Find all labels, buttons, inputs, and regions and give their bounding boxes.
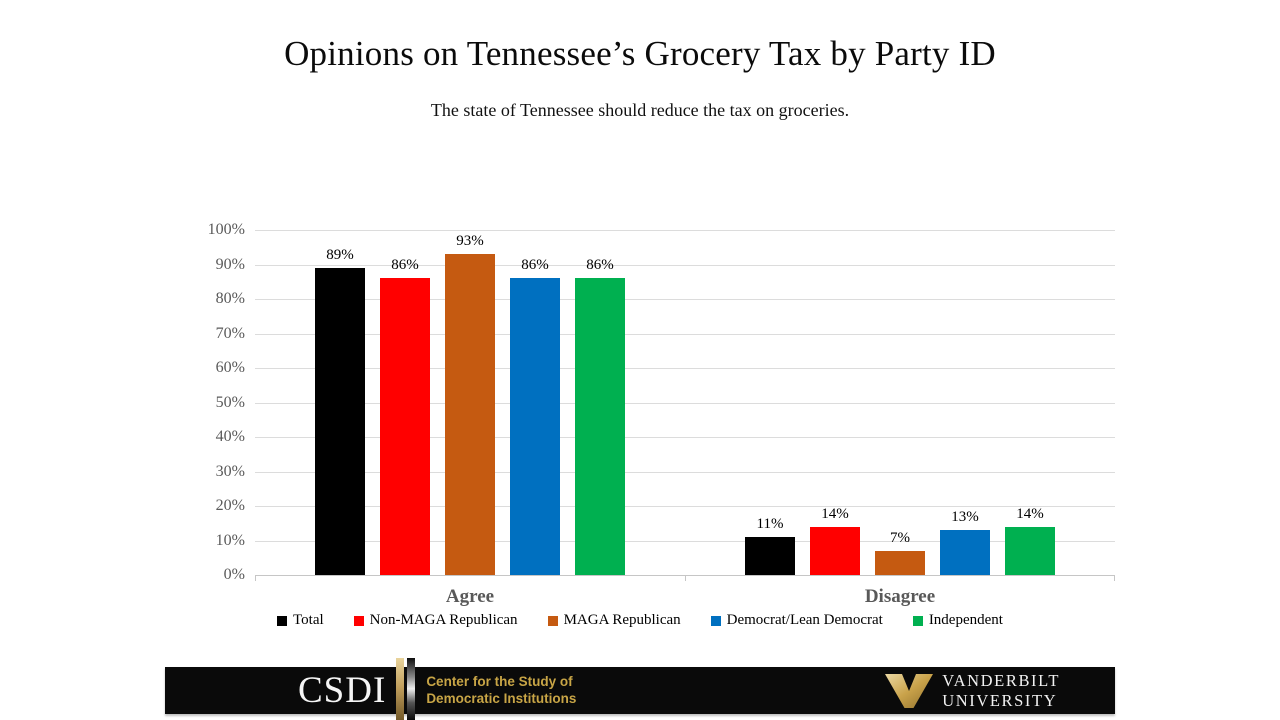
y-axis-label: 40% (215, 428, 245, 445)
bar: 13% (940, 509, 990, 575)
legend-swatch (353, 615, 364, 626)
y-axis-label: 30% (215, 462, 245, 480)
bar: 7% (875, 530, 925, 575)
bar-value-label: 86% (521, 257, 549, 274)
bar: 11% (745, 516, 795, 575)
csdi-separator (396, 658, 418, 720)
gridline (255, 368, 1115, 369)
bar-value-label: 11% (756, 516, 784, 533)
bar-value-label: 14% (1016, 505, 1044, 522)
csdi-logo-text: CSDI (298, 670, 387, 711)
gridline (255, 333, 1115, 335)
bar: 93% (445, 233, 495, 575)
y-axis-label: 10% (215, 531, 245, 549)
y-axis-label: 60% (215, 359, 245, 376)
category-label: Agree (445, 586, 495, 607)
gridline (255, 230, 1115, 231)
vanderbilt-wordmark-line2: UNIVERSITY (942, 690, 1058, 710)
legend-swatch (547, 615, 558, 626)
bar: 86% (380, 257, 430, 575)
csdi-caption-line1: Center for the Study of (426, 674, 573, 690)
legend-label: Independent (928, 612, 1003, 628)
legend-swatch (277, 615, 288, 626)
vanderbilt-v-icon (885, 673, 934, 708)
bar: 86% (510, 257, 560, 575)
csdi-caption-line2: Democratic Institutions (426, 690, 577, 706)
legend-item: Non-MAGA Republican (353, 612, 518, 629)
y-axis-label: 100% (207, 221, 245, 238)
legend-item: MAGA Republican (547, 612, 681, 629)
chart-subtitle: The state of Tennessee should reduce the… (430, 100, 850, 120)
y-axis-label: 50% (215, 393, 245, 411)
bar-group-agree: 89% 86% 93% 86% 86% (315, 233, 625, 575)
legend-item: Independent (912, 612, 1003, 629)
bar-value-label: 89% (326, 246, 354, 263)
y-axis-label: 0% (223, 566, 245, 583)
legend-item: Total (277, 612, 324, 629)
legend-item: Democrat/Lean Democrat (710, 612, 883, 629)
gridline (255, 299, 1115, 300)
axis-tick (685, 575, 686, 581)
y-axis-label: 20% (215, 497, 245, 514)
bar-value-label: 14% (821, 505, 849, 522)
plot-area: 0% 10% 20% 30% 40% 50% 60% 70% 80% 90% 100% 89% 86% 9… (208, 221, 1115, 607)
bar-value-label: 86% (586, 257, 614, 274)
bar: 86% (575, 257, 625, 575)
category-label: Disagree (864, 586, 936, 607)
gridline (255, 402, 1115, 404)
bar-value-label: 93% (456, 233, 484, 250)
legend-swatch (912, 615, 923, 626)
legend-label: MAGA Republican (563, 612, 681, 628)
bar-value-label: 13% (951, 509, 979, 526)
legend-label: Democrat/Lean Democrat (726, 612, 883, 628)
bar: 14% (1005, 506, 1055, 575)
chart-title: Opinions on Tennessee’s Grocery Tax by P… (284, 34, 996, 73)
csdi-gold-bar (396, 658, 405, 720)
csdi-gray-bar (407, 658, 416, 720)
axis-tick (1114, 575, 1115, 581)
csdi-caption: Center for the Study of Democratic Insti… (426, 674, 576, 706)
y-axis-label: 80% (215, 290, 245, 307)
bar: 14% (810, 506, 860, 575)
gridline (255, 540, 1115, 542)
bar-value-label: 86% (391, 257, 419, 274)
legend-swatch (710, 615, 721, 626)
bar-value-label: 7% (890, 529, 910, 546)
y-axis-label: 90% (215, 255, 245, 273)
bar-group-disagree: 11% 14% 7% 13% 14% (745, 506, 1055, 575)
gridline (255, 471, 1115, 473)
gridline (255, 264, 1115, 266)
legend-label: Non-MAGA Republican (369, 612, 518, 628)
gridline (255, 437, 1115, 438)
axis-tick (255, 575, 256, 581)
footer-bar: CSDI Center for the Study of Democratic … (165, 658, 1115, 720)
gridline (255, 506, 1115, 507)
csdi-logo: CSDI Center for the Study of Democratic … (298, 658, 576, 720)
legend: Total Non-MAGA Republican MAGA Republican D… (0, 612, 1280, 629)
y-axis-label: 70% (215, 324, 245, 342)
bar: 89% (315, 247, 365, 575)
vanderbilt-logo: VANDERBILT UNIVERSITY (885, 671, 1060, 710)
vanderbilt-wordmark: VANDERBILT UNIVERSITY (942, 671, 1060, 710)
vanderbilt-wordmark-line1: VANDERBILT (942, 671, 1060, 691)
legend-label: Total (293, 612, 324, 628)
